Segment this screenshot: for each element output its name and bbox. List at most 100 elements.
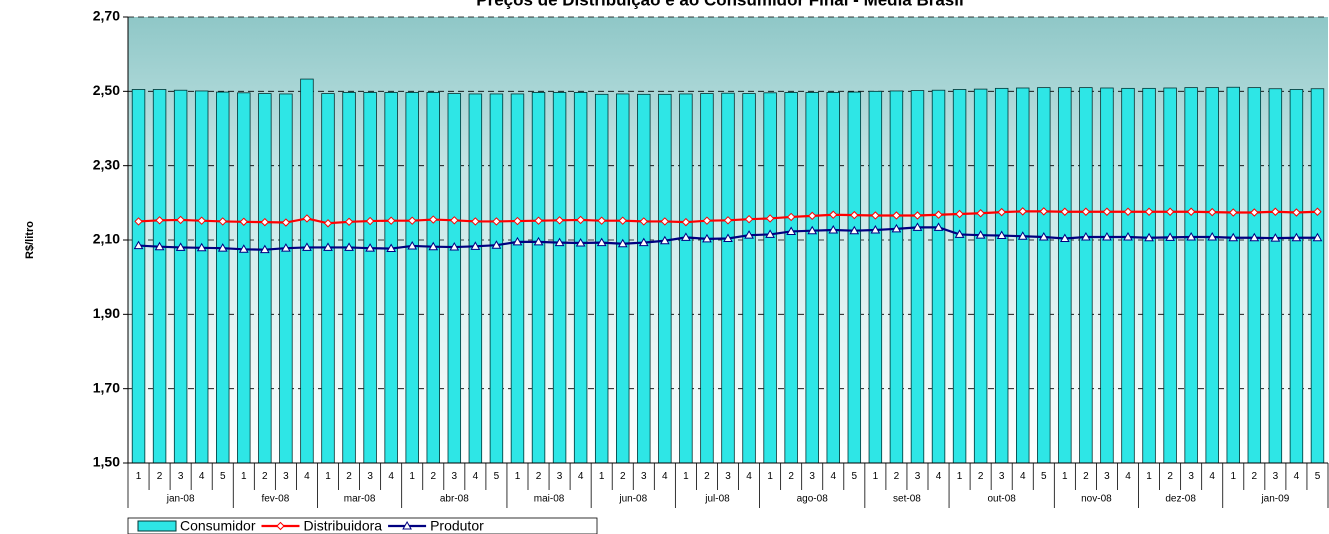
marker (702, 216, 712, 225)
x-tick-label: 5 (494, 471, 500, 482)
legend-label: Produtor (430, 518, 484, 534)
marker (471, 217, 480, 226)
x-tick-label: 1 (683, 471, 689, 482)
marker (1038, 232, 1049, 241)
x-tick-label: 5 (1315, 471, 1321, 482)
x-tick-label: 1 (241, 471, 247, 482)
bar (1142, 87, 1156, 464)
marker (1060, 207, 1070, 216)
marker (1018, 207, 1027, 216)
x-tick-label: 3 (1188, 471, 1194, 482)
x-tick-label: 1 (325, 471, 331, 482)
marker (365, 243, 375, 252)
bar (363, 92, 377, 464)
bar (742, 93, 756, 464)
y-tick-label: 1,70 (93, 379, 120, 395)
bar (826, 92, 840, 464)
bar (194, 90, 209, 464)
bar (784, 92, 798, 464)
marker (912, 222, 923, 231)
x-tick-label: 1 (599, 471, 605, 482)
marker (1207, 232, 1218, 241)
group-label: abr-08 (440, 494, 469, 505)
x-tick-label: 3 (809, 471, 815, 482)
marker (871, 211, 880, 220)
x-tick-label: 5 (220, 471, 226, 482)
chart-title: Preços de Distribuição e ao Consumidor F… (476, 0, 963, 9)
bar (447, 93, 462, 464)
bar (237, 92, 251, 464)
marker (975, 230, 986, 239)
marker (491, 240, 502, 249)
x-tick-label: 4 (1209, 471, 1215, 482)
x-tick-label: 3 (178, 471, 184, 482)
bar (1289, 89, 1304, 464)
bar (531, 92, 546, 464)
x-tick-label: 3 (557, 471, 563, 482)
marker (786, 226, 797, 235)
marker (933, 222, 944, 231)
x-tick-label: 2 (1167, 471, 1173, 482)
marker (638, 237, 649, 247)
x-tick-label: 3 (999, 471, 1005, 482)
marker (386, 216, 396, 225)
x-tick-label: 4 (304, 471, 310, 482)
marker (617, 238, 628, 248)
bar (616, 93, 630, 464)
marker (955, 209, 964, 219)
marker (1229, 208, 1238, 217)
group-label: dez-08 (1165, 494, 1196, 505)
x-tick-label: 3 (452, 471, 458, 482)
marker (154, 241, 165, 251)
legend-marker (276, 521, 285, 531)
marker (1208, 207, 1217, 217)
marker (891, 223, 902, 233)
marker (850, 210, 859, 220)
marker (976, 209, 985, 218)
group-label: jul-08 (704, 494, 730, 505)
x-tick-label: 3 (1104, 471, 1110, 482)
x-tick-label: 3 (1273, 471, 1279, 482)
marker (1313, 207, 1322, 216)
marker (281, 218, 291, 227)
bar (952, 89, 967, 464)
x-tick-label: 4 (1294, 471, 1300, 482)
marker (1102, 232, 1112, 241)
marker (765, 214, 775, 223)
y-tick-label: 2,30 (93, 156, 120, 172)
x-tick-label: 1 (409, 471, 415, 482)
bar (700, 93, 714, 464)
legend-label: Distribuidora (303, 518, 382, 534)
bar (910, 90, 925, 464)
bar (216, 91, 230, 464)
bar (173, 89, 188, 464)
marker (1270, 233, 1281, 242)
marker (218, 217, 227, 226)
x-tick-label: 2 (262, 471, 268, 482)
marker (1123, 232, 1133, 241)
x-tick-label: 5 (1041, 471, 1047, 482)
bar (510, 93, 525, 464)
bar (1037, 87, 1051, 464)
marker (659, 235, 670, 245)
y-tick-label: 2,50 (93, 82, 120, 98)
marker (155, 216, 164, 225)
marker (723, 233, 733, 243)
x-tick-label: 1 (957, 471, 963, 482)
marker (618, 216, 627, 225)
marker (1123, 207, 1133, 216)
y-tick-label: 2,10 (93, 231, 120, 247)
marker (217, 243, 228, 252)
marker (996, 230, 1007, 240)
bar (1016, 87, 1030, 464)
marker (133, 240, 144, 250)
marker (260, 217, 270, 227)
bar (489, 93, 504, 464)
marker (450, 216, 459, 225)
marker (1081, 207, 1091, 216)
marker (259, 244, 270, 254)
x-tick-label: 2 (894, 471, 900, 482)
marker (197, 216, 206, 225)
